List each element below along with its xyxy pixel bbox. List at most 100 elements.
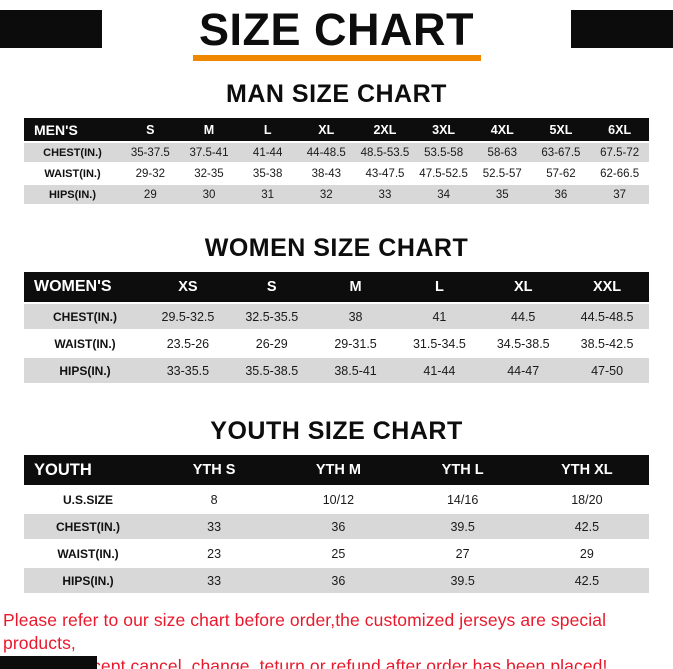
value-cell: 33 — [152, 567, 277, 595]
value-cell: 63-67.5 — [531, 142, 591, 164]
man-size-chart-heading: MAN SIZE CHART — [226, 80, 447, 108]
value-cell: 38-43 — [296, 163, 356, 185]
value-cell: 53.5-58 — [414, 142, 473, 164]
header-row: WOMEN'S XS S M L XL XXL — [24, 272, 649, 304]
table-row: HIPS(IN.) 33-35.5 35.5-38.5 38.5-41 41-44 44-… — [24, 357, 649, 385]
table-row: WAIST(IN.) 23 25 27 29 — [24, 540, 649, 568]
size-header-cell: S — [229, 272, 314, 304]
row-label-cell: U.S.SIZE — [24, 486, 152, 514]
women-size-chart-heading: WOMEN SIZE CHART — [204, 234, 469, 262]
value-cell: 34 — [414, 184, 473, 206]
value-cell: 39.5 — [400, 567, 525, 595]
value-cell: 36 — [531, 184, 591, 206]
value-cell: 8 — [152, 486, 277, 514]
value-cell: 10/12 — [276, 486, 401, 514]
size-header-cell: 2XL — [355, 118, 415, 143]
value-cell: 29.5-32.5 — [146, 303, 230, 331]
size-header-cell: 3XL — [414, 118, 473, 143]
value-cell: 41-44 — [397, 357, 482, 385]
size-header-cell: XXL — [565, 272, 649, 304]
size-header-cell: 5XL — [531, 118, 591, 143]
value-cell: 32.5-35.5 — [229, 303, 314, 331]
value-cell: 35-37.5 — [121, 142, 180, 164]
value-cell: 52.5-57 — [472, 163, 532, 185]
row-label-cell: WAIST(IN.) — [24, 163, 121, 185]
value-cell: 42.5 — [524, 567, 649, 595]
value-cell: 29-31.5 — [313, 330, 398, 358]
value-cell: 38 — [313, 303, 398, 331]
table-title-cell: YOUTH — [24, 455, 152, 487]
value-cell: 44.5-48.5 — [565, 303, 649, 331]
row-label-cell: HIPS(IN.) — [24, 357, 146, 385]
size-header-cell: XL — [481, 272, 566, 304]
women-table-head: WOMEN'S XS S M L XL XXL — [24, 272, 649, 304]
youth-table-body: U.S.SIZE 8 10/12 14/16 18/20 CHEST(IN.) 33 36 39… — [24, 486, 649, 595]
value-cell: 48.5-53.5 — [355, 142, 415, 164]
top-right-bar — [571, 10, 673, 48]
size-header-cell: YTH S — [152, 455, 277, 487]
size-header-cell: YTH XL — [524, 455, 649, 487]
size-header-cell: M — [179, 118, 239, 143]
table-row: CHEST(IN.) 29.5-32.5 32.5-35.5 38 41 44.5 44.5… — [24, 303, 649, 331]
value-cell: 57-62 — [531, 163, 591, 185]
value-cell: 26-29 — [229, 330, 314, 358]
value-cell: 37.5-41 — [179, 142, 239, 164]
row-label-cell: HIPS(IN.) — [24, 567, 152, 595]
value-cell: 39.5 — [400, 513, 525, 541]
size-header-cell: YTH M — [276, 455, 401, 487]
footer-disclaimer-line1: Please refer to our size chart before or… — [3, 610, 607, 653]
value-cell: 44.5 — [481, 303, 566, 331]
footer-disclaimer-line2: we don't accept cancel, change, teturn o… — [3, 656, 608, 669]
top-left-bar — [0, 10, 102, 48]
men-table-head: MEN'S S M L XL 2XL 3XL 4XL 5XL 6XL — [24, 118, 649, 143]
value-cell: 35-38 — [238, 163, 297, 185]
size-header-cell: XS — [146, 272, 230, 304]
table-row: WAIST(IN.) 23.5-26 26-29 29-31.5 31.5-34.5 34… — [24, 330, 649, 358]
women-table-body: CHEST(IN.) 29.5-32.5 32.5-35.5 38 41 44.5 44.5… — [24, 303, 649, 385]
size-header-cell: L — [397, 272, 482, 304]
value-cell: 62-66.5 — [590, 163, 649, 185]
value-cell: 23 — [152, 540, 277, 568]
size-header-cell: 4XL — [472, 118, 532, 143]
size-header-cell: YTH L — [400, 455, 525, 487]
header-row: YOUTH YTH S YTH M YTH L YTH XL — [24, 455, 649, 487]
table-row: U.S.SIZE 8 10/12 14/16 18/20 — [24, 486, 649, 514]
table-row: WAIST(IN.) 29-32 32-35 35-38 38-43 43-47.5 47.… — [24, 163, 649, 185]
value-cell: 33 — [355, 184, 415, 206]
value-cell: 23.5-26 — [146, 330, 230, 358]
value-cell: 35 — [472, 184, 532, 206]
page-title: SIZE CHART — [199, 4, 474, 55]
table-row: CHEST(IN.) 35-37.5 37.5-41 41-44 44-48.5 48.5… — [24, 142, 649, 164]
table-row: HIPS(IN.) 33 36 39.5 42.5 — [24, 567, 649, 595]
value-cell: 14/16 — [400, 486, 525, 514]
men-table-body: CHEST(IN.) 35-37.5 37.5-41 41-44 44-48.5 48.5… — [24, 142, 649, 206]
table-row: CHEST(IN.) 33 36 39.5 42.5 — [24, 513, 649, 541]
value-cell: 35.5-38.5 — [229, 357, 314, 385]
value-cell: 47.5-52.5 — [414, 163, 473, 185]
youth-table-head: YOUTH YTH S YTH M YTH L YTH XL — [24, 455, 649, 487]
size-header-cell: S — [121, 118, 180, 143]
value-cell: 37 — [590, 184, 649, 206]
value-cell: 43-47.5 — [355, 163, 415, 185]
value-cell: 41-44 — [238, 142, 297, 164]
value-cell: 29-32 — [121, 163, 180, 185]
value-cell: 47-50 — [565, 357, 649, 385]
youth-size-chart-heading: YOUTH SIZE CHART — [210, 417, 463, 445]
value-cell: 44-48.5 — [296, 142, 356, 164]
value-cell: 18/20 — [524, 486, 649, 514]
size-header-cell: XL — [296, 118, 356, 143]
row-label-cell: WAIST(IN.) — [24, 330, 146, 358]
value-cell: 31 — [238, 184, 297, 206]
footer-disclaimer: Please refer to our size chart before or… — [3, 609, 673, 669]
table-row: HIPS(IN.) 29 30 31 32 33 34 35 36 37 — [24, 184, 649, 206]
row-label-cell: CHEST(IN.) — [24, 513, 152, 541]
value-cell: 31.5-34.5 — [397, 330, 482, 358]
row-label-cell: HIPS(IN.) — [24, 184, 121, 206]
value-cell: 42.5 — [524, 513, 649, 541]
size-header-cell: M — [313, 272, 398, 304]
size-header-cell: L — [238, 118, 297, 143]
value-cell: 33-35.5 — [146, 357, 230, 385]
row-label-cell: CHEST(IN.) — [24, 303, 146, 331]
value-cell: 36 — [276, 567, 401, 595]
